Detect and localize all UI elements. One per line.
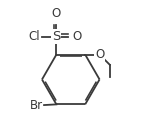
Text: O: O xyxy=(95,48,104,61)
Text: O: O xyxy=(73,30,82,43)
Text: S: S xyxy=(52,30,61,43)
Text: O: O xyxy=(52,7,61,20)
Text: Br: Br xyxy=(30,99,43,112)
Text: Cl: Cl xyxy=(29,30,40,43)
